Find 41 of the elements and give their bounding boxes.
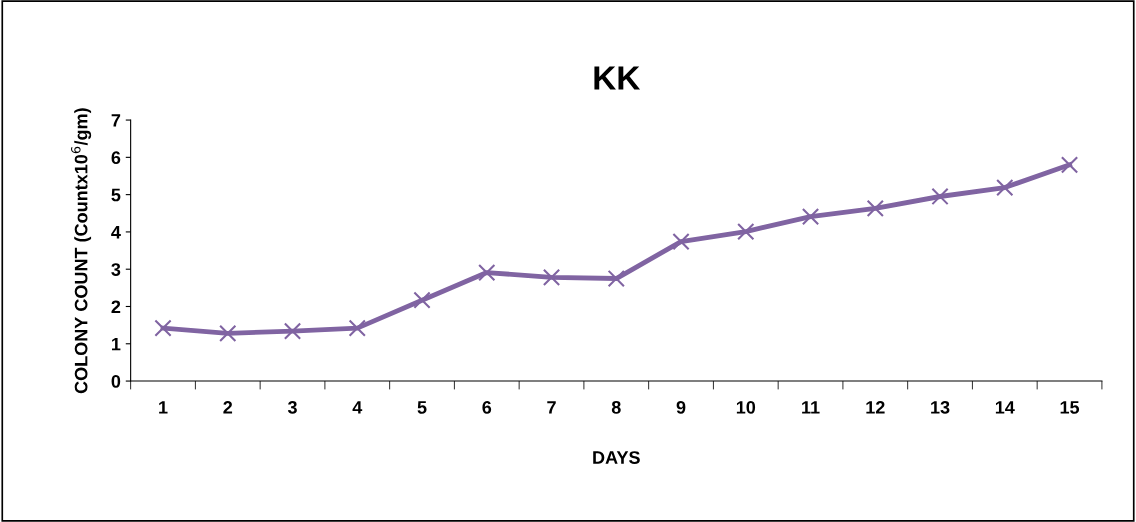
point <box>672 232 690 251</box>
x-tick-label: 14 <box>995 401 1015 414</box>
y-tick-label: 1 <box>112 337 121 351</box>
point <box>607 269 625 288</box>
x-tick-label: 12 <box>866 400 885 414</box>
x-axis-title: DAYS <box>593 451 640 464</box>
point <box>413 291 431 309</box>
point <box>866 199 884 218</box>
point <box>996 178 1014 197</box>
point <box>542 268 561 287</box>
y-tick-label: 2 <box>111 300 121 314</box>
y-tick-label: 3 <box>111 263 121 276</box>
point <box>801 207 820 226</box>
x-tick-label: 9 <box>676 400 686 414</box>
x-tick-label: 2 <box>223 400 233 414</box>
x-tick-label: 11 <box>802 401 820 414</box>
x-tick-label: 7 <box>547 401 556 414</box>
y-axis-title: COLONY COUNT (Countx10$^{6}$/gm) <box>71 108 92 394</box>
x-tick-label: 6 <box>482 400 492 414</box>
x-tick-label: 8 <box>611 400 621 414</box>
y-tick-label: 5 <box>111 188 121 202</box>
y-tick-label: 4 <box>111 226 121 239</box>
point <box>737 222 755 241</box>
x-tick-label: 15 <box>1060 401 1080 414</box>
point <box>348 319 366 337</box>
point <box>219 324 237 343</box>
y-tick-label: 7 <box>111 114 121 127</box>
x-tick-label: 13 <box>931 400 950 414</box>
chart-title: KK <box>594 66 641 90</box>
point <box>931 187 949 206</box>
x-tick-label: 3 <box>287 400 297 414</box>
point <box>1060 156 1079 174</box>
x-tick-label: 1 <box>159 401 168 414</box>
x-tick-label: 4 <box>352 401 363 414</box>
point <box>154 319 172 337</box>
x-tick-label: 5 <box>417 401 427 414</box>
x-tick-label: 10 <box>736 400 756 414</box>
y-tick-label: 6 <box>111 151 121 165</box>
point <box>478 263 496 282</box>
point <box>283 322 302 340</box>
y-tick-label: 0 <box>111 374 121 388</box>
